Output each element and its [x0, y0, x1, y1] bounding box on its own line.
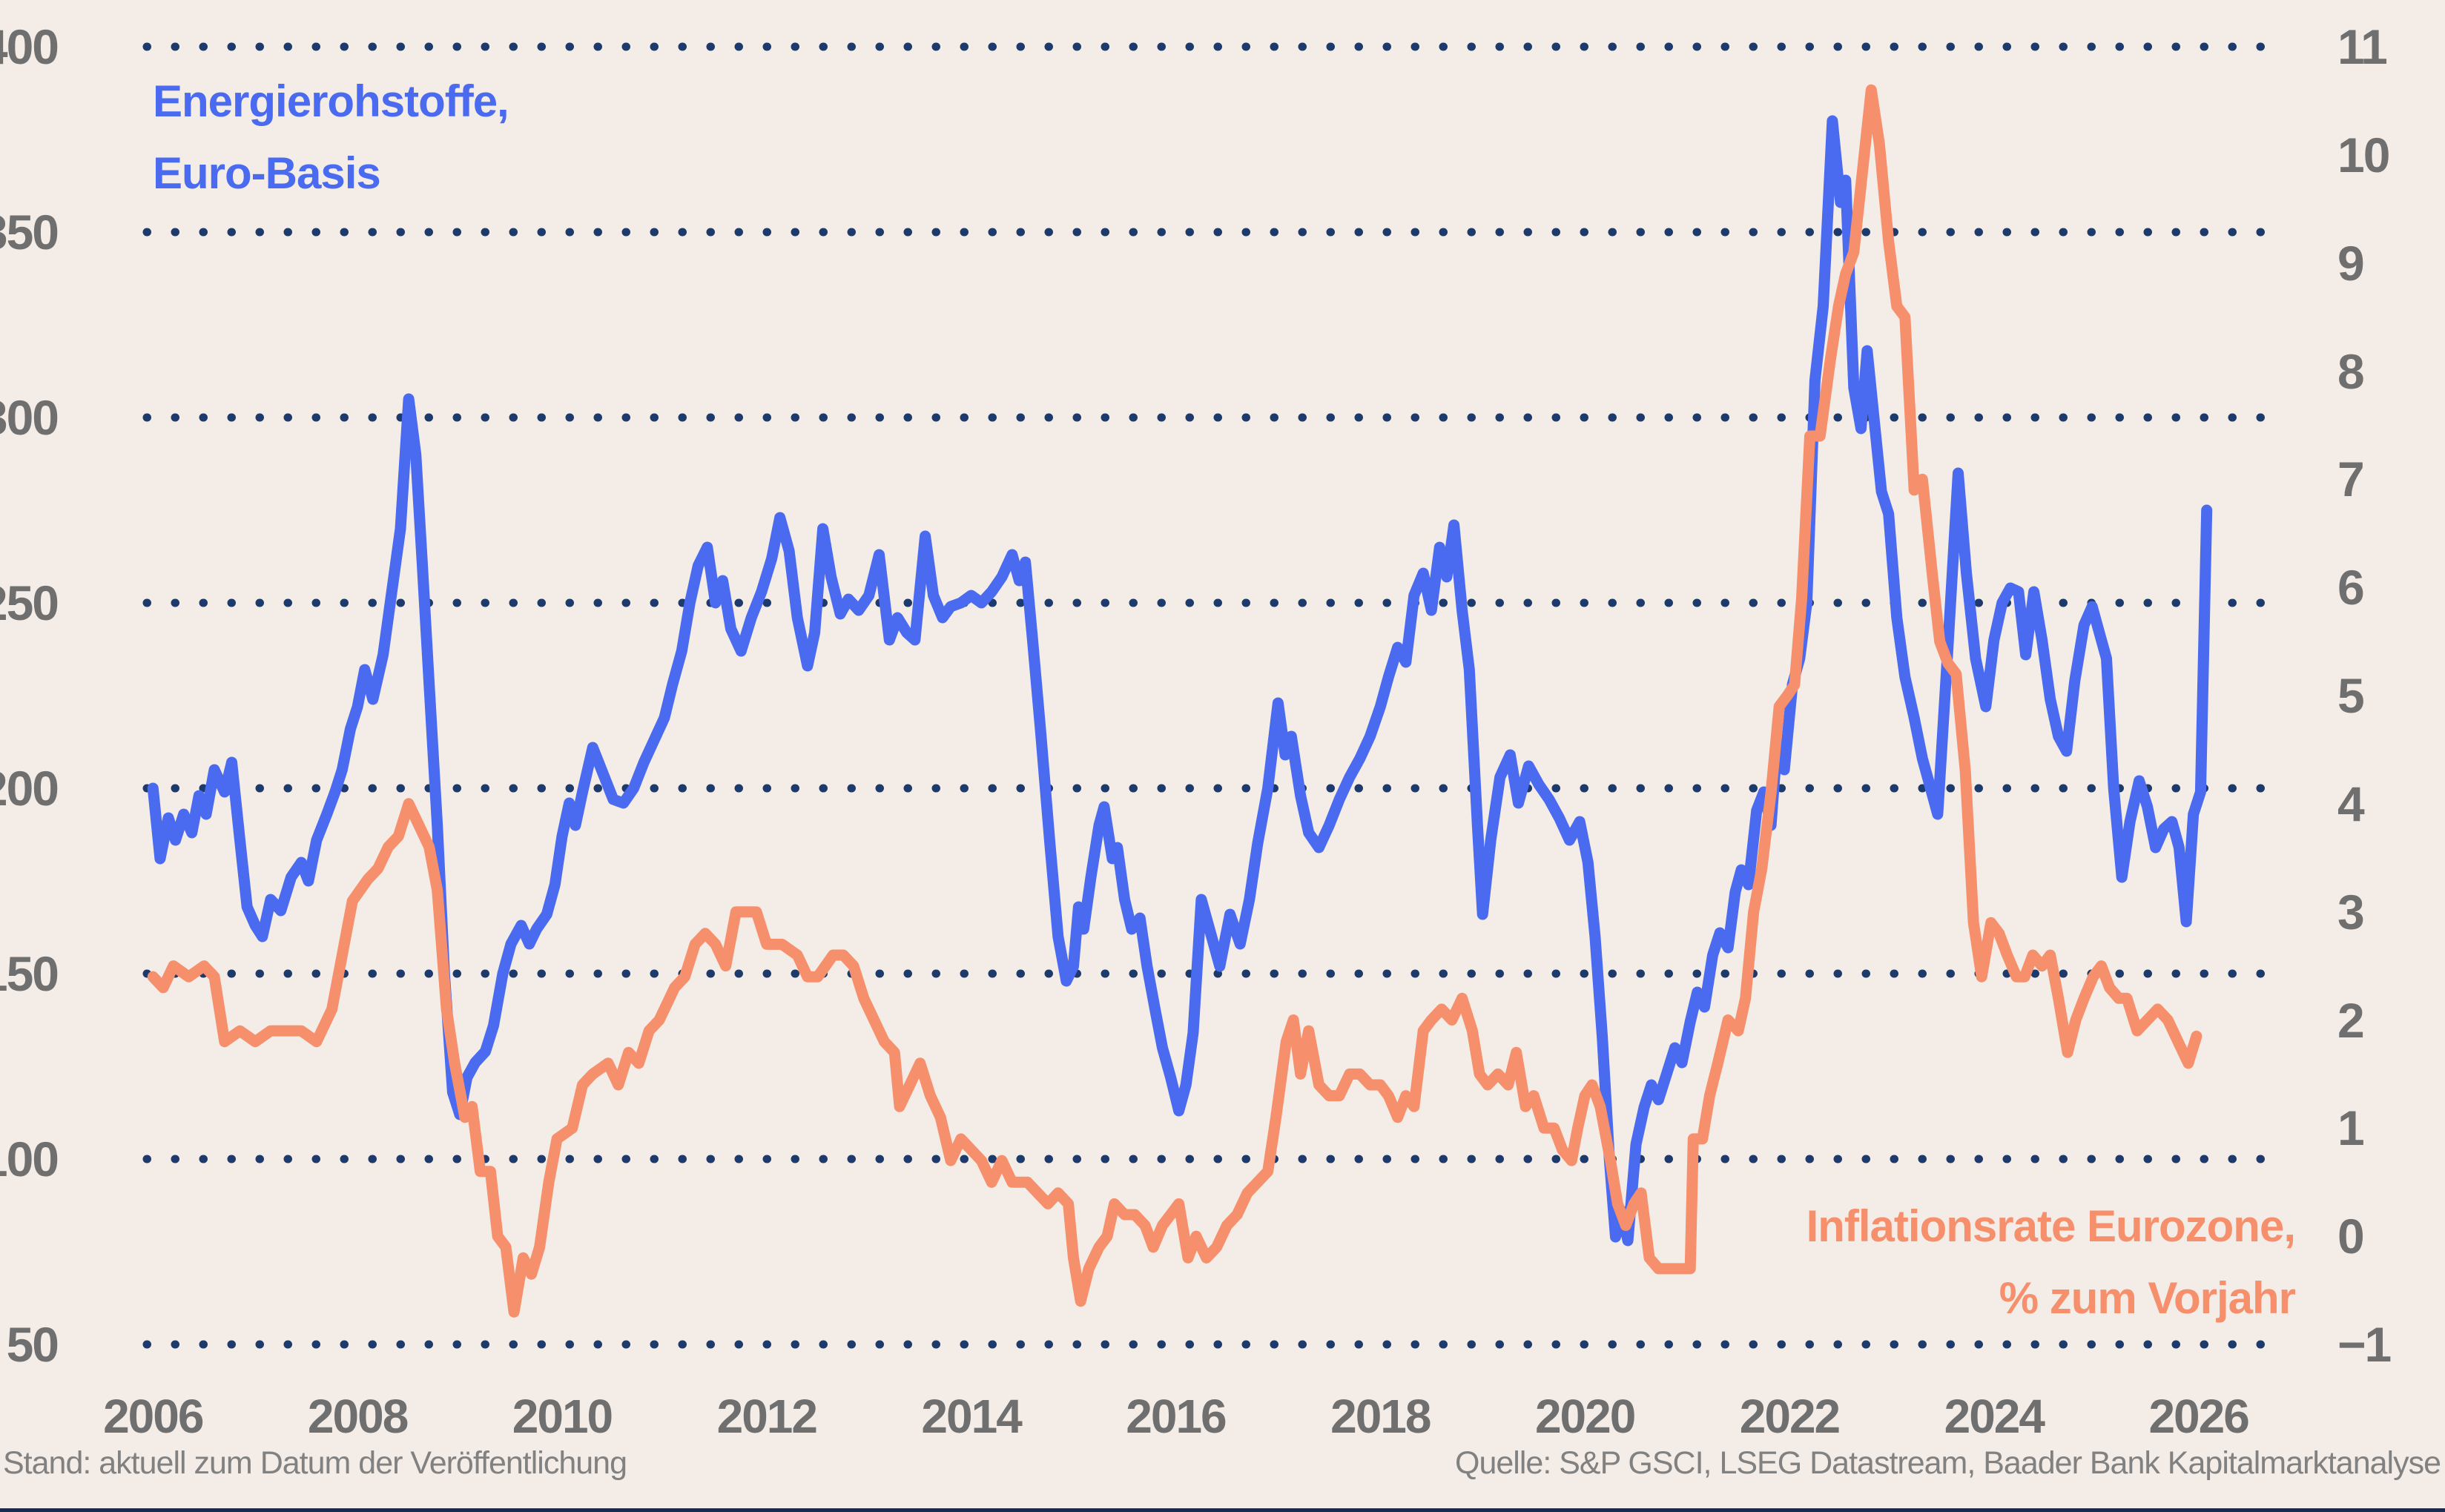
x-tick-2008: 2008: [307, 1390, 409, 1443]
y-right-tick-9: 9: [2337, 235, 2365, 291]
y-right-tick-3: 3: [2337, 884, 2365, 940]
y-left-tick-150: 150: [0, 946, 59, 1001]
y-left-tick-50: 50: [6, 1317, 59, 1372]
legend-inflationsrate-line2: % zum Vorjahr: [1999, 1273, 2296, 1324]
x-tick-2026: 2026: [2148, 1390, 2249, 1443]
y-right-tick-0: 0: [2337, 1209, 2365, 1264]
y-right-tick-7: 7: [2337, 452, 2365, 507]
y-right-tick--1: −1: [2337, 1317, 2392, 1372]
data-series-lines: [147, 84, 2213, 1318]
y-right-tick-11: 11: [2337, 19, 2388, 74]
legend-inflationsrate: Inflationsrate Eurozone, % zum Vorjahr: [1806, 1190, 2296, 1334]
x-tick-2006: 2006: [103, 1390, 204, 1443]
x-tick-2010: 2010: [512, 1390, 613, 1443]
y-left-tick-200: 200: [0, 761, 59, 816]
x-tick-2022: 2022: [1739, 1390, 1841, 1443]
bottom-edge-rule: [0, 1508, 2445, 1512]
y-left-tick-100: 100: [0, 1132, 59, 1186]
series-line-inflationsrate: [147, 84, 2203, 1318]
y-right-tick-2: 2: [2337, 992, 2365, 1048]
x-tick-2018: 2018: [1330, 1390, 1431, 1443]
dotted-gridlines: [142, 42, 2293, 1349]
y-right-tick-5: 5: [2337, 668, 2365, 723]
x-tick-2012: 2012: [716, 1390, 818, 1443]
legend-energierohstoffe: Energierohstoffe, Euro-Basis: [153, 65, 509, 209]
series-line-energierohstoffe: [147, 115, 2213, 1247]
y-left-tick-400: 400: [0, 19, 59, 74]
y-right-tick-10: 10: [2337, 127, 2390, 182]
y-left-tick-250: 250: [0, 575, 59, 630]
y-left-tick-300: 300: [0, 390, 59, 445]
legend-inflationsrate-line1: Inflationsrate Eurozone,: [1806, 1201, 2296, 1251]
x-tick-2014: 2014: [921, 1390, 1022, 1443]
y-right-tick-4: 4: [2337, 776, 2365, 831]
footer-source-note: Quelle: S&P GSCI, LSEG Datastream, Baade…: [1455, 1445, 2441, 1481]
x-tick-2016: 2016: [1126, 1390, 1227, 1443]
y-left-tick-350: 350: [0, 205, 59, 260]
footer-stand-note: Stand: aktuell zum Datum der Veröffentli…: [3, 1445, 627, 1481]
x-tick-2020: 2020: [1534, 1390, 1636, 1443]
y-right-tick-6: 6: [2337, 560, 2365, 615]
y-right-tick-8: 8: [2337, 343, 2365, 399]
y-right-tick-1: 1: [2337, 1100, 2365, 1156]
legend-energierohstoffe-line1: Energierohstoffe,: [153, 76, 509, 126]
legend-energierohstoffe-line2: Euro-Basis: [153, 148, 381, 199]
x-tick-2024: 2024: [1944, 1390, 2045, 1443]
